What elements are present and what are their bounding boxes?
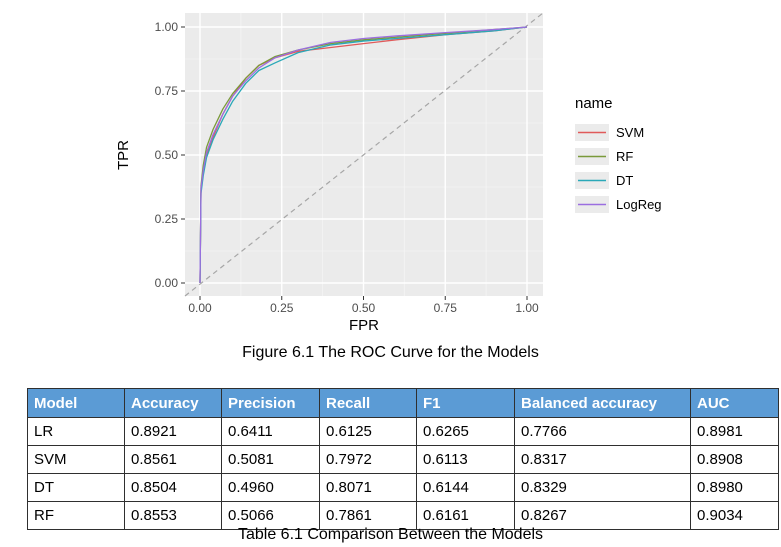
table-header-row: Model Accuracy Precision Recall F1 Balan… — [27, 388, 779, 418]
table-cell: 0.7766 — [514, 417, 691, 446]
table-cell: 0.7861 — [319, 501, 417, 530]
table-cell: 0.6144 — [416, 473, 515, 502]
x-tick-label: 0.50 — [352, 301, 376, 315]
table-cell: 0.8981 — [690, 417, 779, 446]
table-cell: DT — [27, 473, 125, 502]
table-cell: 0.4960 — [221, 473, 320, 502]
table-cell: 0.8980 — [690, 473, 779, 502]
x-axis-title: FPR — [349, 317, 379, 334]
table-cell: 0.8504 — [124, 473, 222, 502]
table-row: SVM 0.8561 0.5081 0.7972 0.6113 0.8317 0… — [27, 445, 779, 474]
table-cell: 0.8329 — [514, 473, 691, 502]
table-cell: 0.9034 — [690, 501, 779, 530]
column-header: Accuracy — [124, 388, 222, 418]
table-row: RF 0.8553 0.5066 0.7861 0.6161 0.8267 0.… — [27, 501, 779, 530]
y-tick-label: 0.75 — [155, 84, 179, 98]
legend-label: RF — [616, 149, 633, 164]
y-tick-label: 0.00 — [155, 276, 179, 290]
x-tick-label: 0.75 — [434, 301, 458, 315]
column-header: F1 — [416, 388, 515, 418]
column-header: Model — [27, 388, 125, 418]
table-cell: 0.6125 — [319, 417, 417, 446]
table-cell: RF — [27, 501, 125, 530]
roc-curve-rf — [199, 26, 528, 284]
legend-title: name — [575, 95, 613, 112]
table-cell: 0.6113 — [416, 445, 515, 474]
roc-figure: 0.00 0.25 0.50 0.75 1.00 0.00 0.25 0.50 0.75 1.00… — [115, 12, 662, 334]
results-table: Model Accuracy Precision Recall F1 Balan… — [27, 388, 779, 530]
table-cell: 0.6265 — [416, 417, 515, 446]
figure-caption: Figure 6.1 The ROC Curve for the Models — [242, 344, 539, 361]
table-row: LR 0.8921 0.6411 0.6125 0.6265 0.7766 0.… — [27, 417, 779, 446]
diagonal-reference-line — [184, 12, 544, 297]
roc-curve-dt — [199, 26, 528, 284]
column-header: AUC — [690, 388, 779, 418]
table-row: DT 0.8504 0.4960 0.8071 0.6144 0.8329 0.… — [27, 473, 779, 502]
y-tick-label: 1.00 — [155, 20, 179, 34]
x-tick-label: 0.00 — [188, 301, 212, 315]
legend-label: DT — [616, 173, 633, 188]
x-tick-label: 0.25 — [270, 301, 294, 315]
table-cell: 0.5081 — [221, 445, 320, 474]
table-cell: 0.8921 — [124, 417, 222, 446]
table-cell: 0.8908 — [690, 445, 779, 474]
column-header: Recall — [319, 388, 417, 418]
column-header: Balanced accuracy — [514, 388, 691, 418]
table-cell: 0.8317 — [514, 445, 691, 474]
table-cell: 0.8267 — [514, 501, 691, 530]
roc-curve-logreg — [199, 26, 528, 284]
table-caption: Table 6.1 Comparison Between the Models — [237, 526, 544, 543]
table-cell: 0.8071 — [319, 473, 417, 502]
y-tick-label: 0.50 — [155, 148, 179, 162]
table-cell: 0.6161 — [416, 501, 515, 530]
legend-label: SVM — [616, 125, 644, 140]
y-tick-label: 0.25 — [155, 212, 179, 226]
table-cell: 0.5066 — [221, 501, 320, 530]
table-cell: LR — [27, 417, 125, 446]
table-cell: 0.7972 — [319, 445, 417, 474]
table-cell: 0.6411 — [221, 417, 320, 446]
table-cell: SVM — [27, 445, 125, 474]
x-tick-label: 1.00 — [515, 301, 539, 315]
table-cell: 0.8561 — [124, 445, 222, 474]
y-axis-title: TPR — [115, 140, 132, 170]
legend-label: LogReg — [616, 197, 662, 212]
column-header: Precision — [221, 388, 320, 418]
table-cell: 0.8553 — [124, 501, 222, 530]
